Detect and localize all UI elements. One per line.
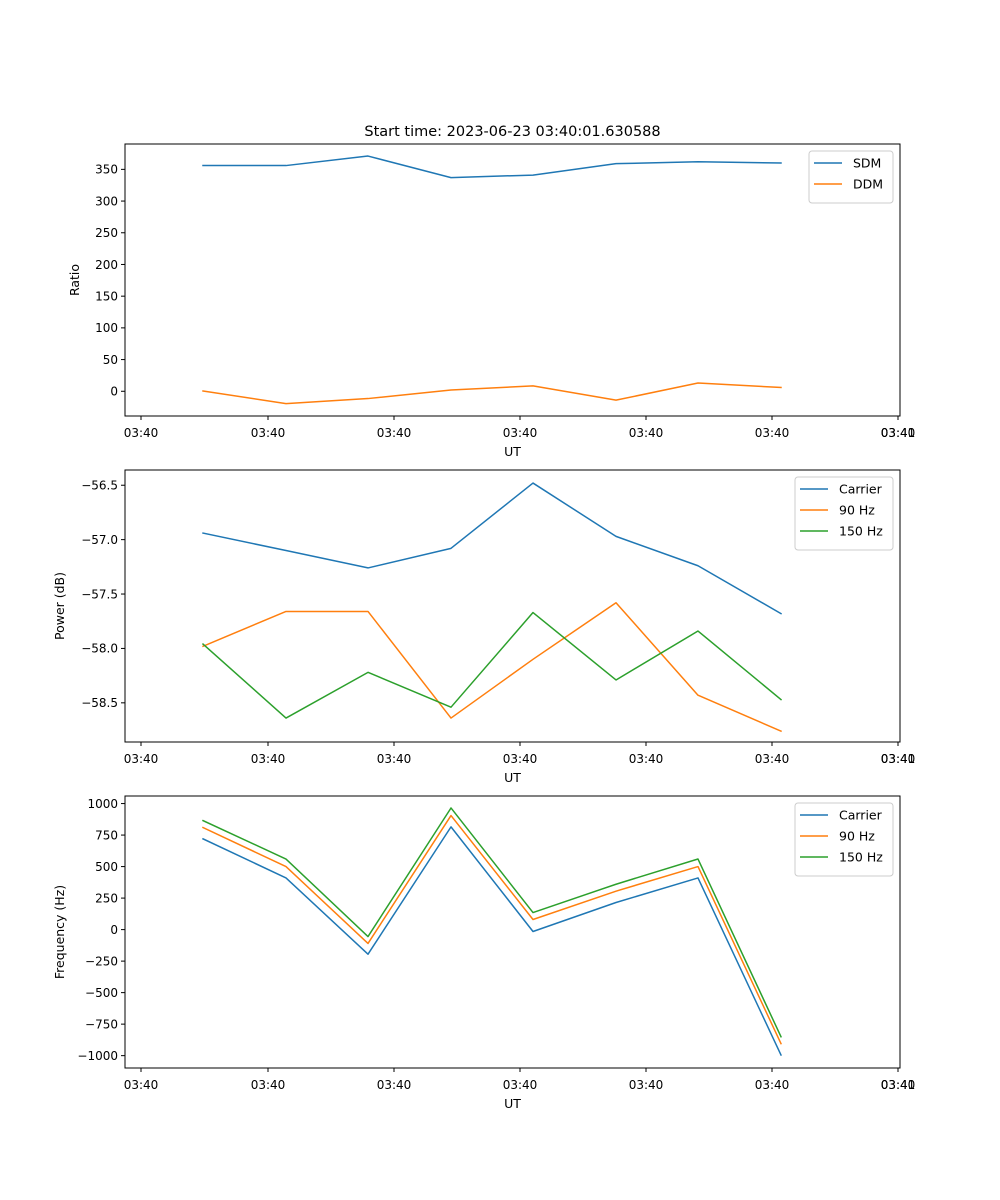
legend: Carrier 90 Hz 150 Hz (794, 802, 894, 877)
y-tick-label: 500 (95, 860, 118, 874)
x-tick-label: 03:40 (629, 1078, 664, 1092)
x-tick-label: 03:40 (377, 426, 412, 440)
x-tick-label: 03:41 (881, 426, 916, 440)
legend: Carrier 90 Hz 150 Hz (794, 476, 894, 551)
y-tick-label: −250 (85, 954, 118, 968)
y-axis-label: Frequency (Hz) (52, 885, 67, 979)
x-axis-label: UT (504, 444, 521, 459)
series-line-90-hz (202, 814, 782, 1045)
x-tick-label: 03:40 (755, 1078, 790, 1092)
series-line-ddm (202, 382, 782, 405)
legend-label: DDM (853, 177, 883, 192)
figure-title: Start time: 2023-06-23 03:40:01.630588 (364, 124, 660, 140)
x-tick-label: 03:40 (755, 752, 790, 766)
legend: SDM DDM (808, 150, 894, 204)
x-tick-label: 03:40 (881, 752, 916, 766)
x-tick-label: 03:40 (124, 1078, 159, 1092)
series-line-150-hz (201, 611, 783, 719)
x-tick-label: 03:40 (503, 426, 538, 440)
x-tick-label: 03:40 (629, 752, 664, 766)
chart-panel-3: 03:40 03:40 03:40 03:40 03:40 03:40 03:4003:41… (52, 795, 916, 1111)
plot-frame (124, 143, 901, 417)
y-axis-label: Power (dB) (52, 572, 67, 640)
series-line-150-hz (202, 807, 782, 1038)
x-tick-label: 03:40 (251, 426, 286, 440)
x-tick-label: 03:41 (881, 1078, 916, 1092)
series-line-sdm (202, 155, 782, 179)
series-line-carrier (202, 826, 782, 1057)
y-tick-label: −57.0 (81, 533, 118, 547)
y-tick-label: 250 (95, 891, 118, 905)
series-line-90-hz (202, 601, 782, 733)
y-tick-label: −58.0 (81, 642, 118, 656)
y-tick-label: 100 (95, 321, 118, 335)
x-tick-label: 03:40 (755, 426, 790, 440)
x-tick-label: 03:40 (503, 1078, 538, 1092)
legend-label: 90 Hz (839, 829, 875, 844)
series-line-carrier (202, 482, 783, 615)
chart-panel-1: 03:40 03:40 03:40 03:40 03:40 03:40 03:4003:41… (67, 143, 916, 459)
x-tick-label: 03:40 (377, 1078, 412, 1092)
y-tick-label: 0 (110, 385, 118, 399)
x-tick-label: 03:40 (377, 752, 412, 766)
x-tick-label: 03:40 (251, 1078, 286, 1092)
legend-label: 90 Hz (839, 503, 875, 518)
legend-label: 150 Hz (839, 524, 883, 539)
y-tick-label: 250 (95, 226, 118, 240)
chart-panel-2: 03:40 03:40 03:40 03:40 03:40 03:40 03:4003:41… (52, 469, 916, 785)
y-tick-label: 350 (95, 163, 118, 177)
x-tick-label: 03:40 (124, 752, 159, 766)
y-tick-label: 0 (110, 923, 118, 937)
x-tick-label: 03:40 (629, 426, 664, 440)
x-tick-label: 03:41 (881, 752, 916, 766)
plot-frame (124, 469, 901, 743)
legend-label: Carrier (839, 808, 883, 823)
x-axis-label: UT (504, 770, 521, 785)
plot-frame (124, 795, 901, 1069)
y-tick-label: −1000 (77, 1049, 118, 1063)
x-axis-label: UT (504, 1096, 521, 1111)
y-tick-label: 200 (95, 258, 118, 272)
x-tick-label: 03:40 (251, 752, 286, 766)
y-tick-label: 750 (95, 828, 118, 842)
y-tick-label: 50 (103, 353, 118, 367)
x-tick-label: 03:40 (124, 426, 159, 440)
y-tick-label: −57.5 (81, 587, 118, 601)
y-tick-label: 150 (95, 289, 118, 303)
legend-box (808, 150, 894, 204)
y-tick-label: −750 (85, 1017, 118, 1031)
x-tick-label: 03:40 (503, 752, 538, 766)
legend-label: 150 Hz (839, 850, 883, 865)
y-tick-label: −500 (85, 986, 118, 1000)
y-tick-label: 1000 (87, 797, 118, 811)
legend-label: SDM (853, 156, 881, 171)
y-tick-label: −56.5 (81, 479, 118, 493)
y-tick-label: −58.5 (81, 696, 118, 710)
y-axis-label: Ratio (67, 264, 82, 296)
legend-label: Carrier (839, 482, 883, 497)
y-tick-label: 300 (95, 194, 118, 208)
x-tick-label: 03:40 (881, 1078, 916, 1092)
x-tick-label: 03:40 (881, 426, 916, 440)
